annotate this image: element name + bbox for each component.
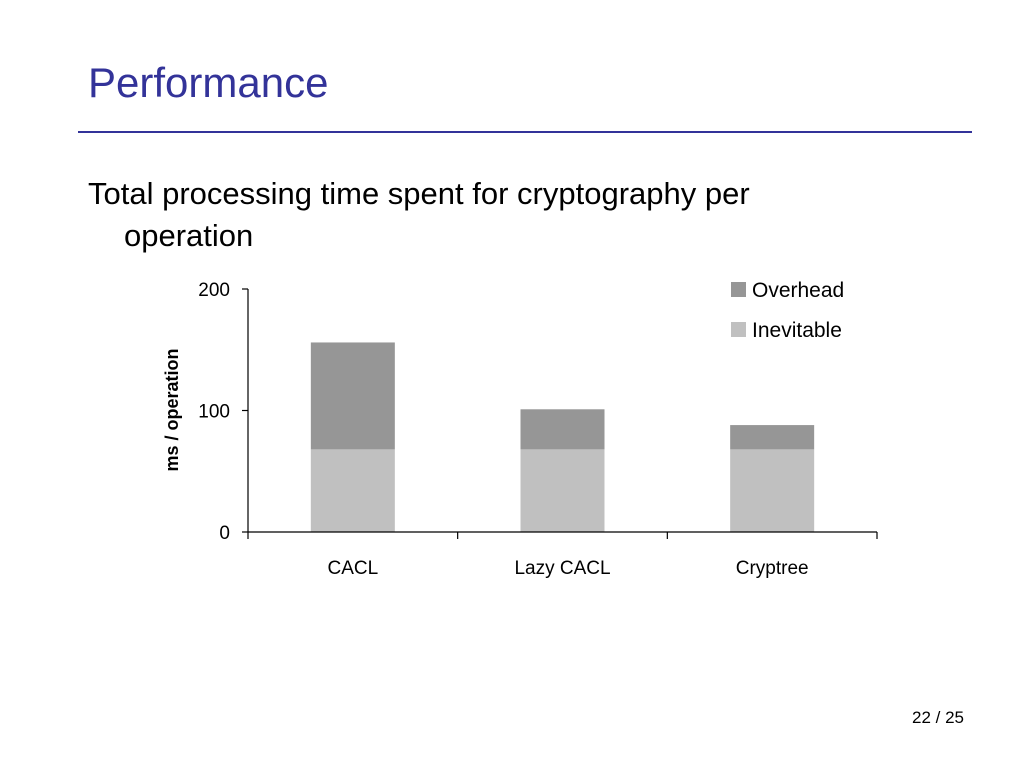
slide-title: Performance [88, 59, 329, 106]
legend: Overhead Inevitable [731, 279, 844, 342]
y-axis-label: ms / operation [162, 348, 182, 471]
bars-layer [310, 342, 815, 532]
bar-cryptree-inevitable [730, 449, 815, 532]
x-tick-label: CACL [327, 558, 378, 579]
y-tick-label: 0 [219, 523, 230, 544]
y-tick-label: 100 [198, 402, 230, 423]
title-divider [78, 131, 972, 133]
bar-lazy-cacl-inevitable [520, 449, 605, 532]
x-tick-label: Lazy CACL [514, 558, 610, 579]
bar-lazy-cacl-overhead [520, 409, 605, 450]
x-tick-label: Cryptree [736, 558, 809, 579]
bar-cryptree-overhead [730, 425, 815, 450]
legend-swatch-overhead [731, 282, 746, 297]
legend-label-inevitable: Inevitable [752, 319, 842, 342]
bar-cacl-inevitable [310, 449, 395, 532]
axes-layer: CACL Lazy CACL Cryptree 0 100 200 [198, 280, 878, 579]
legend-label-overhead: Overhead [752, 279, 844, 302]
slide-number: 22 / 25 [912, 708, 964, 727]
slide-body-text: Total processing time spent for cryptogr… [88, 176, 750, 253]
bar-cacl-overhead [310, 342, 395, 450]
y-tick-label: 200 [198, 280, 230, 301]
legend-swatch-inevitable [731, 322, 746, 337]
